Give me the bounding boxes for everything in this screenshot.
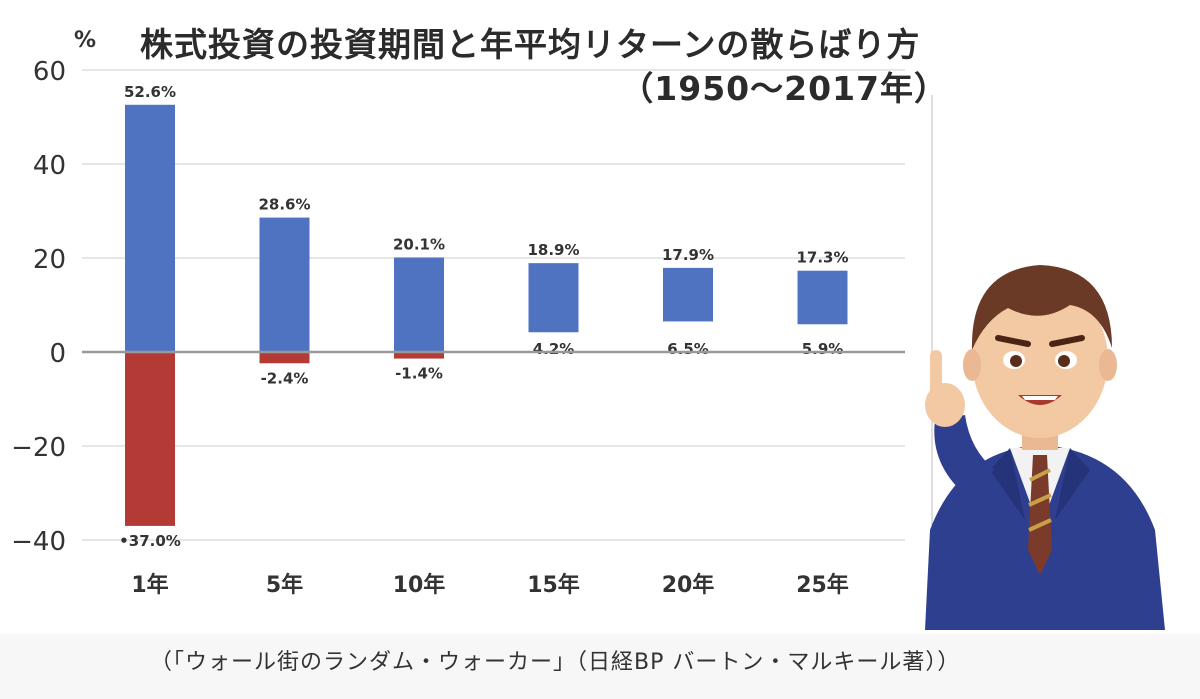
data-label-min: •37.0% — [119, 532, 181, 550]
data-label-max: 17.3% — [796, 249, 848, 267]
businessman-pointing-illustration — [925, 265, 1165, 630]
data-label-max: 17.9% — [662, 246, 714, 264]
bar-range-positive — [797, 270, 848, 325]
x-tick-label: 10年 — [393, 572, 446, 598]
data-label-min: 5.9% — [802, 340, 844, 358]
y-tick-label: 40 — [33, 151, 66, 181]
x-tick-label: 15年 — [527, 572, 580, 598]
bar-min-negative — [394, 352, 444, 359]
data-label-min: -1.4% — [395, 365, 443, 383]
x-tick-label: 5年 — [266, 572, 303, 598]
y-tick-label: −40 — [11, 527, 66, 557]
data-label-min: 6.5% — [667, 340, 709, 358]
bar-min-negative — [125, 352, 175, 526]
y-tick-label: 0 — [49, 339, 66, 369]
y-unit-label: % — [74, 28, 97, 53]
x-tick-label: 20年 — [662, 572, 715, 598]
bar-max-positive — [125, 104, 175, 352]
data-label-max: 52.6% — [124, 83, 176, 101]
bar-max-positive — [394, 257, 444, 352]
x-tick-label: 1年 — [131, 572, 168, 598]
data-label-min: 4.2% — [533, 340, 575, 358]
source-caption: （「ウォール街のランダム・ウォーカー」（日経BP バートン・マルキール著）） — [150, 650, 961, 675]
source-caption-bar: （「ウォール街のランダム・ウォーカー」（日経BP バートン・マルキール著）） — [0, 634, 1200, 699]
chart-area: 60 40 20 0 −20 −40 52.6% •37.0% 1年 28.6% -2.4% 5年 20… — [11, 25, 1165, 630]
y-tick-label: 60 — [33, 57, 66, 87]
data-label-max: 28.6% — [258, 196, 310, 214]
bar-range-positive — [528, 263, 579, 333]
data-label-min: -2.4% — [261, 369, 309, 387]
y-tick-label: −20 — [11, 433, 66, 463]
chart-title: 株式投資の投資期間と年平均リターンの散らばり方 — [140, 25, 921, 64]
data-label-max: 20.1% — [393, 236, 445, 254]
chart-subtitle-period: （1950〜2017年） — [620, 69, 948, 108]
bar-chart: 60 40 20 0 −20 −40 52.6% •37.0% 1年 28.6% -2.4% 5年 20… — [11, 57, 933, 598]
x-tick-label: 25年 — [796, 572, 849, 598]
bar-max-positive — [259, 217, 310, 352]
data-label-max: 18.9% — [527, 241, 579, 259]
y-tick-label: 20 — [33, 245, 66, 275]
bar-min-negative — [259, 352, 310, 364]
bar-range-positive — [663, 267, 713, 322]
